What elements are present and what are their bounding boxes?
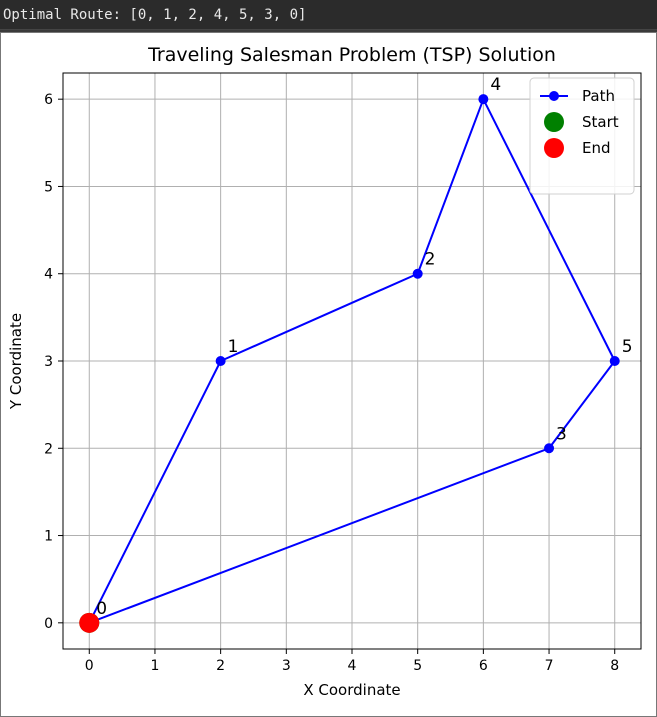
legend-start-marker: [544, 112, 564, 132]
y-tick-label: 2: [44, 441, 53, 457]
path-point: [215, 356, 226, 366]
y-tick-label: 0: [44, 616, 53, 632]
end-marker: [79, 612, 100, 633]
y-tick-label: 6: [44, 92, 53, 108]
tsp-chart: Traveling Salesman Problem (TSP) Solutio…: [7, 44, 642, 699]
path-point: [544, 443, 555, 454]
legend-end-marker: [544, 138, 564, 158]
y-tick-label: 1: [44, 529, 53, 545]
path-point: [412, 268, 423, 279]
x-tick-label: 7: [545, 658, 554, 674]
city-labels: 0 1 2 3 4 5: [96, 75, 632, 619]
x-axis-label: X Coordinate: [303, 681, 400, 699]
city-label: 1: [228, 337, 239, 357]
y-axis: 0 1 2 3 4 5 6: [44, 92, 63, 632]
legend: Path Start End: [529, 77, 635, 195]
y-tick-label: 4: [44, 267, 53, 283]
x-tick-label: 1: [150, 658, 159, 674]
city-label: 2: [425, 250, 436, 270]
x-axis: 0 1 2 3 4 5 6 7 8: [85, 649, 619, 674]
x-tick-label: 0: [85, 658, 94, 674]
legend-label: End: [582, 139, 611, 157]
x-tick-label: 8: [610, 658, 619, 674]
city-markers: [79, 94, 620, 633]
chart-title: Traveling Salesman Problem (TSP) Solutio…: [147, 44, 556, 66]
city-label: 4: [490, 75, 501, 95]
grid-lines: [63, 73, 641, 649]
legend-path-marker: [549, 91, 559, 101]
x-tick-label: 6: [479, 658, 488, 674]
x-tick-label: 4: [348, 658, 357, 674]
legend-label: Path: [582, 87, 615, 105]
console-output: Optimal Route: [0, 1, 2, 4, 5, 3, 0]: [0, 0, 657, 30]
legend-box: [529, 77, 635, 195]
city-label: 3: [556, 424, 567, 444]
figure: Traveling Salesman Problem (TSP) Solutio…: [0, 32, 657, 717]
path-point: [478, 94, 489, 105]
y-tick-label: 3: [44, 354, 53, 370]
x-tick-label: 2: [216, 658, 225, 674]
legend-label: Start: [582, 113, 619, 131]
x-tick-label: 5: [413, 658, 422, 674]
y-axis-label: Y Coordinate: [7, 313, 25, 410]
city-label: 5: [622, 337, 633, 357]
y-tick-label: 5: [44, 179, 53, 195]
x-tick-label: 3: [282, 658, 291, 674]
city-label: 0: [96, 599, 107, 619]
path-point: [609, 356, 620, 366]
